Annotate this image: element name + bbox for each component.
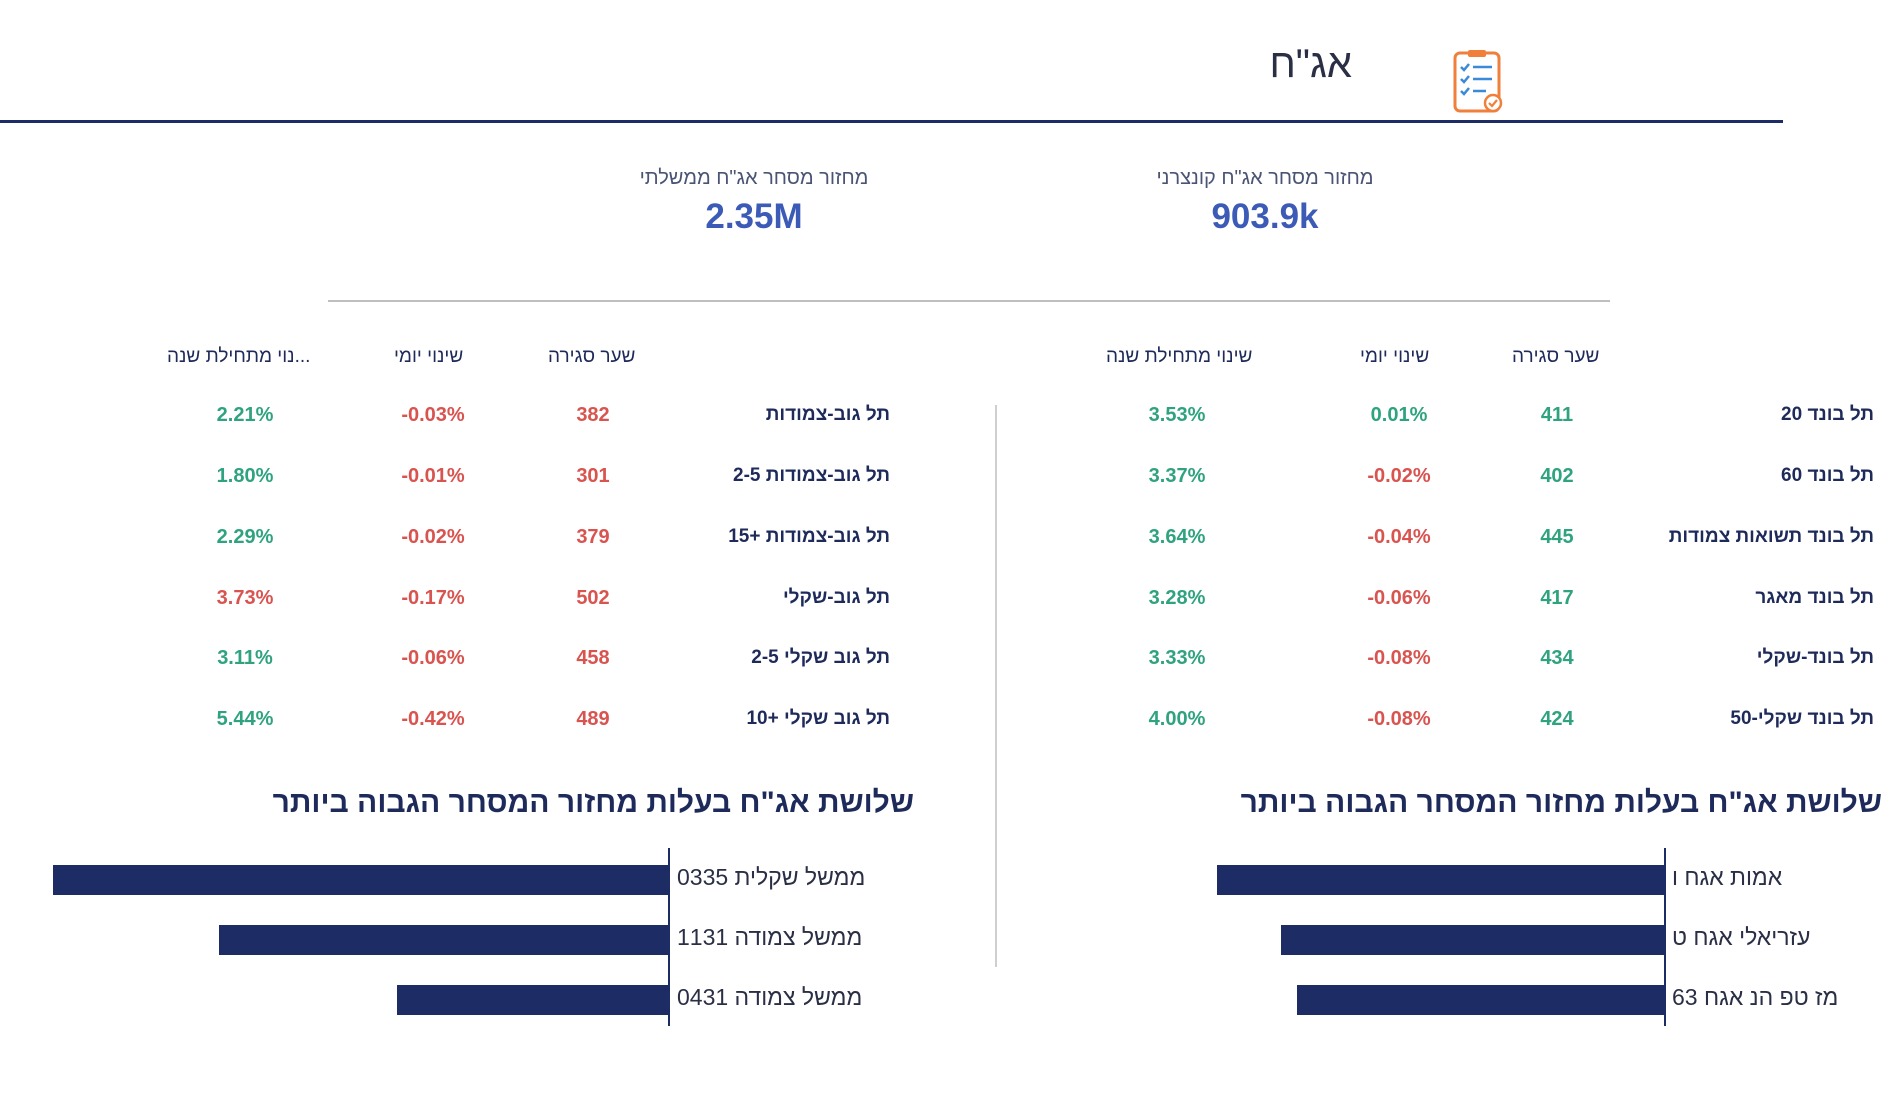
chart-category-label: מז טפ הנ אגח 63 bbox=[1672, 984, 1839, 1010]
gov-row-close: 379 bbox=[576, 526, 610, 548]
page-title: אג"ח bbox=[1269, 42, 1352, 86]
kpi-government-label: מחזור מסחר אג"ח ממשלתי bbox=[639, 167, 869, 189]
corp-row-daily: -0.02% bbox=[1367, 465, 1431, 487]
corp-row-name: תל בונד-שקלי bbox=[1756, 647, 1874, 668]
chart-bar[interactable] bbox=[219, 925, 668, 955]
gov-row-close: 382 bbox=[576, 404, 610, 426]
corp-row-close: 445 bbox=[1540, 526, 1574, 548]
chart-bar[interactable] bbox=[1281, 925, 1664, 955]
gov-row-ytd: 2.29% bbox=[216, 526, 274, 548]
column-divider bbox=[995, 405, 997, 967]
gov-row-ytd: 1.80% bbox=[216, 465, 274, 487]
corp-row-close: 424 bbox=[1540, 708, 1574, 730]
corp-header-daily: שינוי יומי bbox=[1360, 346, 1430, 367]
gov-row-ytd: 3.11% bbox=[217, 647, 273, 669]
gov-row-close: 502 bbox=[576, 587, 610, 609]
corp-header-close: שער סגירה bbox=[1512, 346, 1600, 367]
gov-row-ytd: 3.73% bbox=[216, 587, 274, 609]
corp-row-daily: -0.08% bbox=[1367, 647, 1431, 669]
chart-category-label: ממשל צמודה 1131 bbox=[677, 924, 863, 950]
chart-bar[interactable] bbox=[1217, 865, 1664, 895]
gov-row-ytd: 5.44% bbox=[216, 708, 274, 730]
kpi-government-value: 2.35M bbox=[705, 197, 803, 236]
chart-category-label: עזריאלי אגח ט bbox=[1672, 924, 1811, 950]
gov-top3-title: שלושת אג"ח בעלות מחזור המסחר הגבוה ביותר bbox=[272, 786, 914, 819]
corp-row-ytd: 3.37% bbox=[1148, 465, 1206, 487]
chart-bar[interactable] bbox=[397, 985, 668, 1015]
gov-row-daily: -0.02% bbox=[401, 526, 465, 548]
corp-row-name: תל בונד שקלי-50 bbox=[1730, 708, 1874, 729]
corp-row-close: 402 bbox=[1540, 465, 1574, 487]
corp-row-daily: -0.06% bbox=[1367, 587, 1431, 609]
chart-category-label: ממשל שקלית 0335 bbox=[677, 864, 866, 890]
corp-row-close: 417 bbox=[1540, 587, 1574, 609]
gov-row-name: תל גוב-צמודות bbox=[765, 404, 890, 425]
chart-bar[interactable] bbox=[1297, 985, 1664, 1015]
gov-header-daily: שינוי יומי bbox=[394, 346, 464, 367]
gov-row-name: תל גוב שקלי 2-5 bbox=[751, 647, 890, 668]
gov-row-name: תל גוב-צמודות +15 bbox=[728, 526, 890, 547]
gov-row-daily: -0.42% bbox=[401, 708, 465, 730]
gov-row-daily: -0.06% bbox=[401, 647, 465, 669]
corp-row-name: תל בונד תשואות צמודות bbox=[1668, 526, 1874, 547]
corp-row-name: תל בונד 60 bbox=[1781, 465, 1874, 486]
corp-row-ytd: 3.33% bbox=[1148, 647, 1206, 669]
gov-row-ytd: 2.21% bbox=[216, 404, 274, 426]
gov-header-close: שער סגירה bbox=[548, 346, 636, 367]
corp-row-daily: 0.01% bbox=[1370, 404, 1428, 426]
gov-header-ytd: ...נוי מתחילת שנה bbox=[167, 346, 311, 367]
chart-axis bbox=[1664, 848, 1666, 1026]
corp-row-ytd: 4.00% bbox=[1148, 708, 1206, 730]
checklist-document-icon bbox=[1453, 50, 1503, 113]
gov-row-close: 458 bbox=[576, 647, 610, 669]
gov-row-name: תל גוב-צמודות 2-5 bbox=[733, 465, 890, 486]
corp-top3-title: שלושת אג"ח בעלות מחזור המסחר הגבוה ביותר bbox=[1240, 786, 1882, 819]
corp-row-ytd: 3.53% bbox=[1148, 404, 1206, 426]
gov-row-daily: -0.17% bbox=[401, 587, 465, 609]
chart-category-label: אמות אגח ו bbox=[1672, 864, 1783, 890]
gov-row-close: 489 bbox=[576, 708, 610, 730]
gov-row-close: 301 bbox=[576, 465, 610, 487]
kpi-corporate-label: מחזור מסחר אג"ח קונצרני bbox=[1156, 167, 1374, 189]
corp-header-ytd: שינוי מתחילת שנה bbox=[1106, 346, 1253, 367]
corp-row-close: 434 bbox=[1540, 647, 1574, 669]
title-divider bbox=[0, 120, 1783, 123]
corp-row-daily: -0.04% bbox=[1367, 526, 1431, 548]
corp-row-name: תל בונד מאגר bbox=[1755, 587, 1874, 608]
chart-axis bbox=[668, 848, 670, 1026]
section-divider bbox=[328, 300, 1610, 302]
corp-row-ytd: 3.64% bbox=[1148, 526, 1206, 548]
gov-row-name: תל גוב שקלי +10 bbox=[746, 708, 890, 729]
corp-row-close: 411 bbox=[1540, 404, 1574, 426]
corp-row-name: תל בונד 20 bbox=[1781, 404, 1874, 425]
corp-row-daily: -0.08% bbox=[1367, 708, 1431, 730]
chart-bar[interactable] bbox=[53, 865, 668, 895]
corp-row-ytd: 3.28% bbox=[1148, 587, 1206, 609]
gov-row-daily: -0.01% bbox=[401, 465, 465, 487]
kpi-corporate-value: 903.9k bbox=[1211, 197, 1319, 236]
gov-row-daily: -0.03% bbox=[401, 404, 465, 426]
gov-row-name: תל גוב-שקלי bbox=[782, 587, 890, 608]
chart-category-label: ממשל צמודה 0431 bbox=[677, 984, 863, 1010]
